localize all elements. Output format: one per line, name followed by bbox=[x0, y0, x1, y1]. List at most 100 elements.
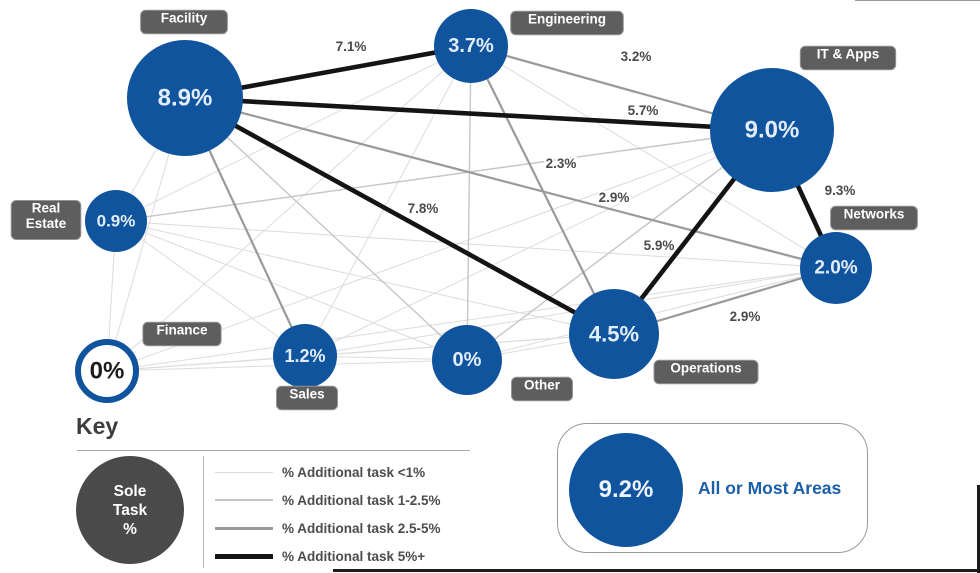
key-divider bbox=[203, 456, 204, 568]
legend-line-swatch bbox=[215, 526, 273, 530]
node-badge-facility: Facility bbox=[140, 9, 228, 35]
edge-facility-itapps bbox=[184, 95, 773, 133]
edge-realestate-sales bbox=[115, 220, 306, 357]
sole-task-line: Task bbox=[112, 501, 148, 519]
callout-value: 9.2% bbox=[598, 476, 654, 503]
node-value-engineering: 3.7% bbox=[448, 35, 494, 57]
sole-task-line: Sole bbox=[113, 482, 147, 500]
node-realestate bbox=[85, 190, 147, 252]
edge-sales-engineering bbox=[304, 45, 472, 357]
badge-background bbox=[653, 359, 759, 385]
key-title: Key bbox=[76, 413, 119, 439]
edge-label-itapps-operations: 5.9% bbox=[644, 238, 675, 253]
callout-circle: 9.2% bbox=[569, 433, 683, 547]
badge-label: Estate bbox=[26, 216, 67, 231]
legend-item: % Additional task <1% bbox=[215, 458, 475, 486]
node-value-itapps: 9.0% bbox=[745, 117, 800, 144]
badge-label: Facility bbox=[161, 10, 208, 25]
edge-realestate-engineering bbox=[115, 45, 472, 222]
node-value-realestate: 0.9% bbox=[97, 212, 136, 231]
node-value-sales: 1.2% bbox=[284, 346, 325, 366]
node-engineering bbox=[434, 9, 508, 83]
legend-line-swatch bbox=[215, 471, 273, 473]
node-itapps bbox=[710, 68, 834, 192]
edge-finance-networks bbox=[106, 267, 837, 372]
edge-label-facility-operations: 7.8% bbox=[408, 201, 439, 216]
badge-label: Other bbox=[524, 377, 561, 392]
edge-other-itapps bbox=[466, 129, 773, 361]
edge-sales-itapps bbox=[304, 129, 773, 357]
badge-background bbox=[10, 200, 82, 240]
badge-label: Networks bbox=[844, 206, 905, 221]
badge-label: Real bbox=[32, 201, 61, 216]
edge-realestate-itapps bbox=[115, 129, 773, 222]
node-badge-itapps: IT & Apps bbox=[799, 45, 897, 71]
edge-finance-engineering bbox=[106, 45, 472, 372]
node-facility bbox=[127, 40, 243, 156]
edge-label-facility-engineering: 7.1% bbox=[336, 39, 367, 54]
badge-background bbox=[142, 321, 222, 347]
node-value-networks: 2.0% bbox=[814, 258, 857, 279]
legend-line-swatch bbox=[215, 553, 273, 559]
edge-label-itapps-networks: 9.3% bbox=[825, 183, 856, 198]
node-badge-other: Other bbox=[511, 376, 573, 402]
legend-label: % Additional task 5%+ bbox=[282, 548, 426, 564]
edge-label-engineering-itapps: 3.2% bbox=[621, 49, 652, 64]
badge-label: IT & Apps bbox=[817, 46, 880, 61]
edge-facility-networks bbox=[184, 96, 837, 270]
node-badge-engineering: Engineering bbox=[510, 10, 624, 36]
badge-background bbox=[799, 45, 897, 71]
frame-border-right bbox=[977, 485, 980, 573]
node-operations bbox=[569, 289, 659, 379]
node-badge-operations: Operations bbox=[653, 359, 759, 385]
node-badge-finance: Finance bbox=[142, 321, 222, 347]
edge-engineering-networks bbox=[470, 45, 837, 269]
frame-border-top bbox=[855, 0, 980, 1]
badge-background bbox=[830, 205, 918, 231]
legend-label: % Additional task <1% bbox=[282, 464, 426, 480]
edge-label-engineering-operations: 2.3% bbox=[546, 156, 577, 171]
node-value-finance: 0% bbox=[90, 358, 125, 385]
badge-background bbox=[276, 385, 338, 411]
node-finance bbox=[75, 339, 139, 403]
legend-item: % Additional task 5%+ bbox=[215, 542, 475, 570]
node-value-facility: 8.9% bbox=[158, 85, 213, 112]
edge-realestate-networks bbox=[115, 220, 837, 269]
sole-task-circle: Sole Task % bbox=[76, 456, 184, 564]
edge-facility-other bbox=[184, 97, 468, 361]
node-value-operations: 4.5% bbox=[589, 322, 639, 347]
legend-label: % Additional task 2.5-5% bbox=[282, 520, 441, 536]
legend-item: % Additional task 1-2.5% bbox=[215, 486, 475, 514]
edge-engineering-operations bbox=[470, 45, 615, 335]
key-rule bbox=[77, 450, 470, 451]
sole-task-line: % bbox=[123, 520, 137, 538]
node-badge-networks: Networks bbox=[830, 205, 918, 231]
node-sales bbox=[273, 324, 337, 388]
node-badge-sales: Sales bbox=[276, 385, 338, 411]
badge-label: Sales bbox=[289, 386, 324, 401]
badge-background bbox=[140, 9, 228, 35]
all-or-most-areas-callout: 9.2% All or Most Areas bbox=[557, 423, 868, 553]
edge-weight-legend: % Additional task <1% % Additional task 1… bbox=[215, 458, 475, 570]
badge-label: Engineering bbox=[528, 11, 606, 26]
node-networks bbox=[800, 232, 872, 304]
badge-background bbox=[510, 10, 624, 36]
frame-border-bottom bbox=[333, 569, 980, 572]
callout-label: All or Most Areas bbox=[698, 477, 842, 498]
node-value-other: 0% bbox=[453, 349, 482, 371]
edge-facility-operations bbox=[183, 95, 616, 337]
badge-label: Finance bbox=[156, 322, 208, 337]
badge-label: Operations bbox=[670, 360, 741, 375]
node-other bbox=[432, 325, 502, 395]
edge-engineering-other bbox=[466, 45, 472, 361]
edge-label-operations-networks: 2.9% bbox=[730, 309, 761, 324]
edge-label-facility-networks: 2.9% bbox=[599, 190, 630, 205]
legend-item: % Additional task 2.5-5% bbox=[215, 514, 475, 542]
edge-label-facility-itapps: 5.7% bbox=[628, 103, 659, 118]
legend-line-swatch bbox=[215, 499, 273, 501]
legend-label: % Additional task 1-2.5% bbox=[282, 492, 441, 508]
badge-background bbox=[511, 376, 573, 402]
